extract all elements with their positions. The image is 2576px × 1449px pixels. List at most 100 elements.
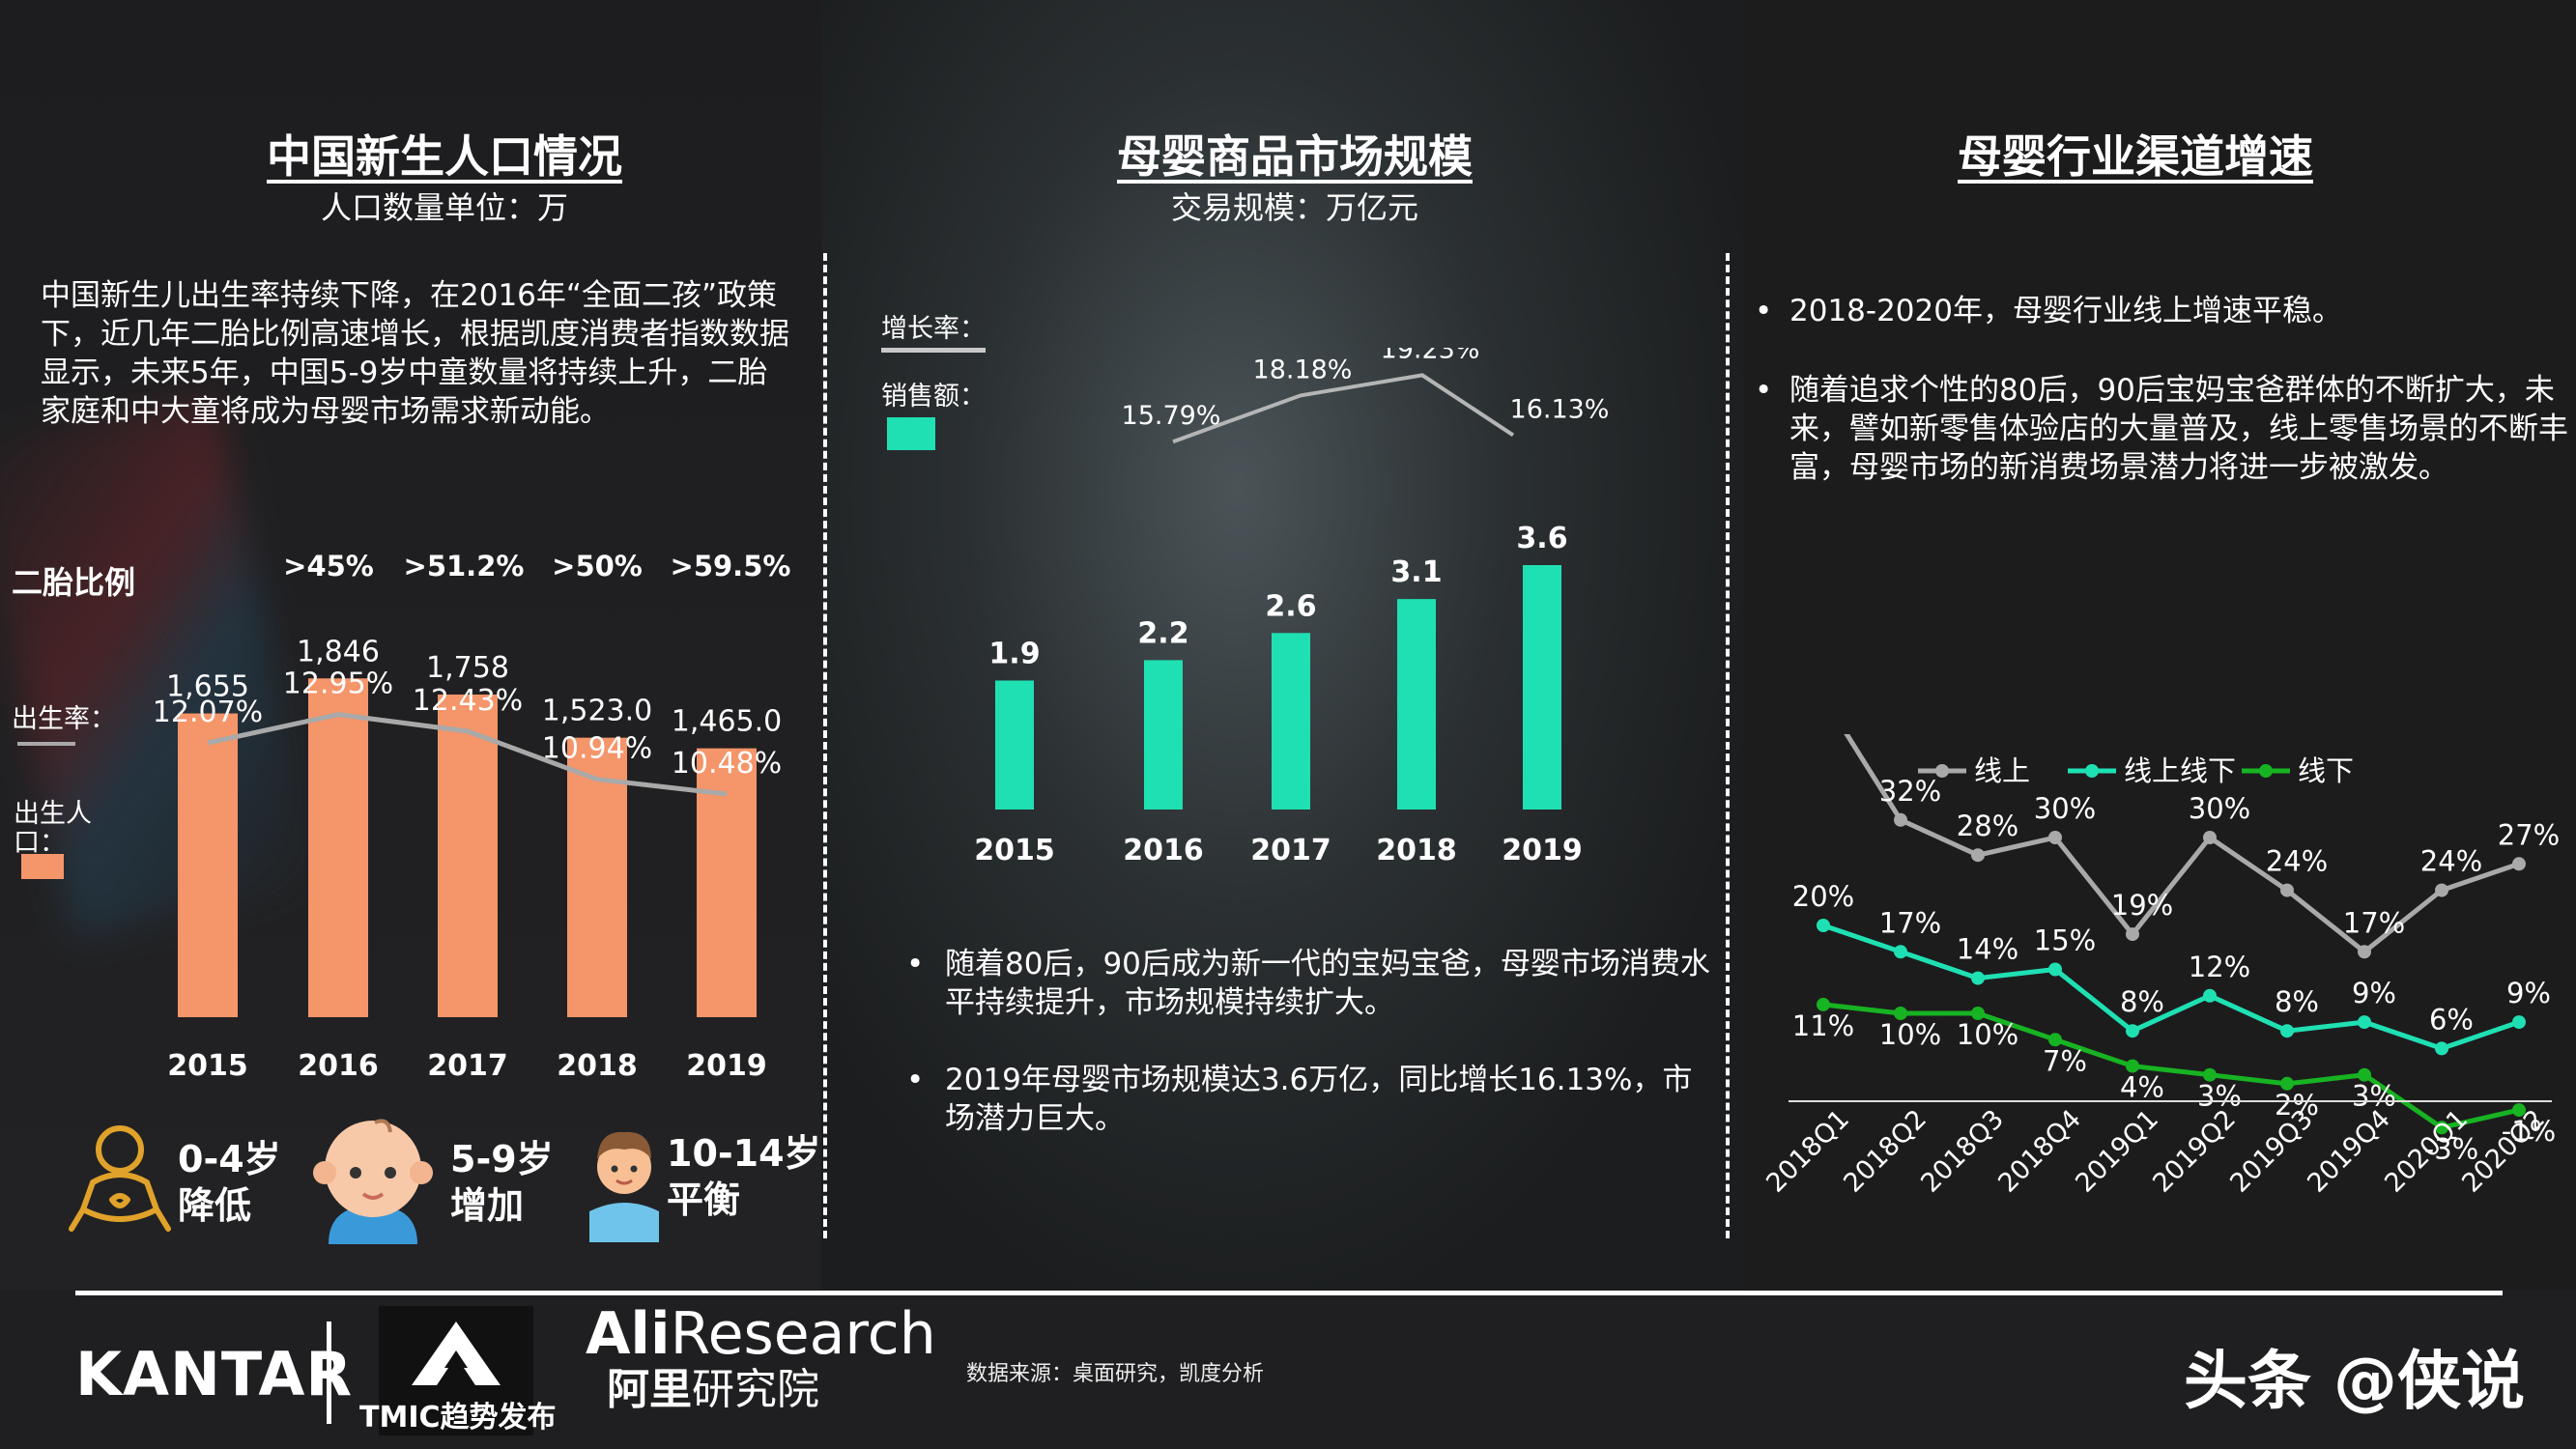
data-source: 数据来源：桌面研究，凯度分析 — [966, 1362, 1265, 1386]
series-point-0-2020Q2 — [2512, 857, 2526, 871]
middle-subtitle: 交易规模：万亿元 — [1170, 189, 1418, 226]
series-point-0-2018Q4 — [2048, 831, 2062, 844]
series-label-2-2018Q3: 10% — [1957, 1018, 2018, 1051]
birth-bar-2015 — [178, 713, 238, 1017]
series-label-0-2020Q1: 24% — [2420, 845, 2482, 878]
series-point-2-2019Q2 — [2203, 1067, 2217, 1082]
birth-bar-2017 — [438, 694, 498, 1017]
legend-birth-rate-swatch — [17, 742, 75, 746]
x-tick-2019Q3: 2019Q3 — [2224, 1104, 2319, 1199]
middle-title: 母婴商品市场规模 — [1117, 130, 1473, 183]
middle-bullet-1-text: 随着80后，90后成为新一代的宝妈宝爸，母婴市场消费水平持续提升，市场规模持续扩… — [945, 947, 1710, 1020]
series-label-0-2019Q4: 17% — [2343, 906, 2405, 939]
series-point-1-2018Q2 — [1894, 945, 1907, 959]
ali-en-rest: Research — [670, 1300, 936, 1368]
series-label-2-2020Q2: -1% — [2502, 1115, 2556, 1148]
series-point-0-2018Q3 — [1971, 848, 1985, 863]
year-label-2019: 2019 — [1502, 834, 1583, 867]
legend-marker-1 — [2085, 764, 2099, 778]
series-point-2-2018Q1 — [1817, 997, 1830, 1011]
birth-label-2019: 1,465.0 — [672, 705, 783, 739]
birth-label-2017: 1,758 — [426, 651, 509, 685]
sales-bar-2015 — [995, 680, 1034, 810]
series-label-0-2019Q1: 19% — [2111, 889, 2173, 922]
tmic-triangle-icon — [412, 1321, 501, 1385]
series-point-2-2020Q1 — [2435, 1121, 2448, 1135]
series-point-0-2018Q2 — [1894, 812, 1907, 827]
boy-icon — [584, 1117, 665, 1246]
series-point-2-2019Q4 — [2358, 1067, 2371, 1082]
birth-rate-label-2016: 12.95% — [283, 668, 393, 701]
sales-label-2015: 1.9 — [988, 637, 1040, 670]
legend-marker-0 — [1935, 764, 1949, 778]
tmic-logo: TMIC趋势发布 — [350, 1306, 562, 1435]
growth-label-2019: 16.13% — [1510, 394, 1610, 424]
birth-label-2016: 1,846 — [297, 635, 380, 668]
tmic-label: TMIC趋势发布 — [359, 1401, 557, 1435]
x-tick-2019Q2: 2019Q2 — [2147, 1104, 2242, 1199]
legend-sales: 销售额： — [881, 382, 986, 412]
legend-growth-swatch — [881, 348, 986, 353]
second-child-ratio-2: >50% — [552, 550, 643, 582]
series-label-1-2019Q3: 8% — [2275, 985, 2319, 1018]
series-label-2-2019Q3: 2% — [2275, 1089, 2319, 1122]
birth-rate-label-2018: 10.94% — [542, 732, 652, 766]
series-point-0-2019Q3 — [2280, 883, 2294, 897]
footer-divider — [75, 1291, 2503, 1295]
age-trend-10-14: 平衡 — [667, 1179, 741, 1221]
birth-chart: 1,655 2015 1,846 2016 1,758 2017 1,523.0 2018 1,… — [153, 550, 791, 1083]
legend-label-1: 线上线下 — [2124, 754, 2236, 787]
series-point-2-2020Q2 — [2512, 1103, 2526, 1118]
ali-en-bold: Ali — [586, 1300, 671, 1368]
right-title: 母婴行业渠道增速 — [1958, 130, 2313, 183]
series-label-2-2019Q2: 3% — [2197, 1080, 2242, 1113]
right-panel — [1744, 0, 2576, 1290]
left-paragraph: 中国新生儿出生率持续下降，在2016年“全面二孩”政策下，近几年二胎比例高速增长… — [41, 278, 789, 429]
series-label-1-2018Q2: 17% — [1879, 906, 1941, 939]
series-label-0-2020Q2: 27% — [2498, 818, 2560, 851]
year-label-2018: 2018 — [557, 1049, 638, 1083]
year-label-2017: 2017 — [427, 1049, 508, 1083]
aliresearch-logo: AliResearch 阿里研究院 — [586, 1302, 936, 1414]
second-child-ratio-0: >45% — [283, 550, 374, 582]
x-tick-2018Q1: 2018Q1 — [1760, 1104, 1855, 1199]
series-point-1-2020Q2 — [2512, 1015, 2526, 1030]
left-panel — [0, 0, 821, 1290]
series-label-0-2018Q3: 28% — [1957, 810, 2018, 842]
baby-face-icon — [307, 1109, 439, 1248]
year-label-2019: 2019 — [686, 1049, 767, 1083]
channel-growth-chart: 线上46%32%28%30%19%30%24%17%24%27%线上线下20%1… — [1760, 734, 2560, 1199]
sales-bar-2019 — [1523, 565, 1561, 810]
ali-cn-bold: 阿里 — [607, 1365, 692, 1414]
year-label-2018: 2018 — [1376, 834, 1457, 867]
middle-bullet-2: • 2019年母婴市场规模达3.6万亿，同比增长16.13%，市场潜力巨大。 — [906, 1063, 1693, 1136]
series-point-0-2020Q1 — [2435, 883, 2448, 897]
series-point-1-2018Q3 — [1971, 971, 1985, 985]
series-label-1-2018Q3: 14% — [1957, 933, 2018, 966]
legend-births: 出生人口： — [14, 799, 92, 858]
age-range-5-9: 5-9岁 — [450, 1138, 554, 1180]
market-chart: 1.9 2015 2.2 2016 2.6 2017 3.1 2018 3.6 2019 15.79… — [974, 348, 1610, 867]
birth-bar-2019 — [697, 748, 757, 1017]
sales-label-2016: 2.2 — [1137, 616, 1188, 650]
series-point-1-2020Q1 — [2435, 1041, 2448, 1056]
right-bullet-1-text: 2018-2020年，母婴行业线上增速平稳。 — [1789, 294, 2342, 328]
series-point-2-2018Q4 — [2048, 1033, 2062, 1047]
series-label-2-2018Q4: 7% — [2043, 1044, 2087, 1077]
birth-rate-label-2015: 12.07% — [153, 696, 263, 729]
series-label-0-2018Q2: 32% — [1879, 775, 1941, 808]
birth-label-2015: 1,655 — [166, 670, 249, 704]
legend-sales-swatch — [887, 417, 935, 450]
year-label-2015: 2015 — [974, 834, 1055, 867]
birth-bar-2018 — [567, 737, 627, 1017]
age-trend-5-9: 增加 — [450, 1184, 525, 1227]
series-point-2-2018Q2 — [1894, 1007, 1907, 1020]
right-bullet-2: • 随着追求个性的80后，90后宝妈宝爸群体的不断扩大，未来，譬如新零售体验店的大… — [1755, 373, 2568, 485]
series-label-1-2020Q1: 6% — [2429, 1003, 2474, 1036]
series-line-0 — [1844, 734, 2520, 955]
sales-bar-2018 — [1397, 599, 1436, 810]
left-title: 中国新生人口情况 — [267, 130, 622, 183]
series-point-0-2019Q1 — [2126, 927, 2139, 942]
series-label-1-2019Q1: 8% — [2120, 985, 2164, 1018]
sales-label-2018: 3.1 — [1390, 555, 1442, 589]
